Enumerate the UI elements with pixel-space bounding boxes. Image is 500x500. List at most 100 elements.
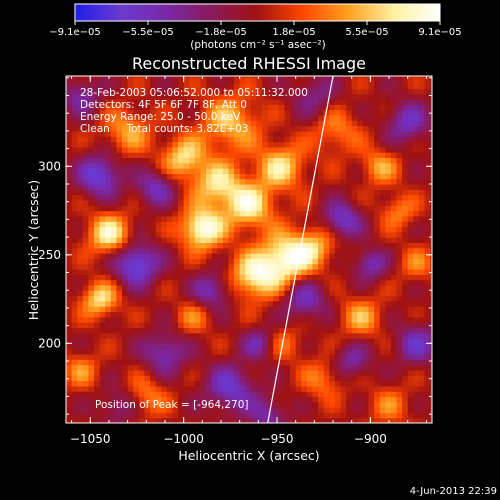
heatmap-cell [290, 401, 297, 408]
heatmap-cell [178, 412, 185, 419]
heatmap-cell [396, 242, 403, 249]
heatmap-cell [234, 369, 241, 376]
heatmap-cell [284, 300, 291, 307]
heatmap-cell [127, 162, 134, 169]
heatmap-cell [318, 353, 325, 360]
heatmap-cell [105, 194, 112, 201]
heatmap-cell [172, 120, 179, 127]
heatmap-cell [183, 258, 190, 265]
heatmap-cell [290, 114, 297, 121]
heatmap-cell [413, 300, 420, 307]
heatmap-cell [385, 231, 392, 238]
heatmap-cell [374, 88, 381, 95]
heatmap-cell [245, 178, 252, 185]
heatmap-cell [278, 152, 286, 159]
heatmap-cell [413, 284, 420, 291]
heatmap-cell [228, 322, 235, 328]
heatmap-cell [105, 396, 112, 403]
heatmap-cell [334, 338, 342, 344]
heatmap-cell [194, 268, 202, 275]
heatmap-cell [99, 114, 106, 121]
heatmap-cell [368, 348, 375, 355]
heatmap-cell [262, 205, 269, 212]
heatmap-cell [200, 343, 207, 350]
heatmap-cell [295, 290, 302, 297]
heatmap-cell [200, 215, 207, 222]
heatmap-cell [116, 120, 123, 127]
heatmap-cell [357, 364, 364, 371]
heatmap-cell [424, 242, 431, 249]
heatmap-cell [413, 407, 420, 413]
heatmap-cell [407, 407, 414, 413]
heatmap-cell [312, 77, 319, 84]
heatmap-cell [295, 178, 302, 185]
heatmap-cell [228, 375, 235, 382]
heatmap-cell [250, 130, 258, 137]
heatmap-cell [312, 327, 319, 334]
heatmap-cell [200, 231, 207, 238]
heatmap-cell [105, 385, 112, 392]
heatmap-cell [396, 178, 403, 185]
heatmap-cell [172, 93, 179, 100]
heatmap-cell [144, 316, 151, 323]
heatmap-cell [379, 380, 386, 387]
heatmap-cell [150, 146, 157, 153]
heatmap-cell [424, 417, 431, 423]
heatmap-cell [334, 77, 342, 84]
heatmap-cell [144, 205, 151, 212]
heatmap-cell [138, 253, 146, 259]
heatmap-cell [357, 375, 364, 382]
heatmap-cell [133, 199, 140, 206]
heatmap-cell [306, 199, 314, 206]
heatmap-cell [424, 157, 431, 164]
heatmap-cell [88, 114, 95, 121]
heatmap-cell [183, 412, 190, 419]
heatmap-cell [194, 359, 202, 366]
heatmap-cell [301, 263, 308, 270]
heatmap-cell [250, 221, 258, 228]
heatmap-cell [88, 215, 95, 222]
heatmap-cell [200, 247, 207, 254]
heatmap-cell [88, 348, 95, 355]
heatmap-cell [194, 120, 202, 127]
heatmap-cell [71, 353, 78, 360]
heatmap-cell [105, 173, 112, 180]
heatmap-cell [250, 311, 258, 318]
heatmap-cell [396, 263, 403, 270]
heatmap-cell [122, 279, 129, 286]
heatmap-cell [71, 130, 78, 137]
heatmap-cell [413, 99, 420, 105]
heatmap-cell [105, 226, 112, 233]
heatmap-cell [250, 104, 258, 111]
heatmap-cell [133, 76, 140, 79]
heatmap-cell [88, 316, 95, 323]
heatmap-cell [424, 120, 431, 127]
heatmap-cell [379, 173, 386, 180]
heatmap-cell [430, 353, 432, 360]
heatmap-cell [262, 76, 269, 79]
heatmap-cell [430, 146, 432, 153]
heatmap-cell [424, 322, 431, 328]
heatmap-cell [245, 369, 252, 376]
heatmap-cell [211, 157, 218, 164]
heatmap-cell [155, 125, 162, 132]
heatmap-cell [362, 268, 370, 275]
heatmap-cell [351, 183, 358, 190]
heatmap-cell [323, 279, 330, 286]
heatmap-cell [273, 221, 280, 228]
heatmap-cell [206, 375, 213, 382]
heatmap-cell [407, 258, 414, 265]
heatmap-cell [301, 130, 308, 137]
heatmap-cell [194, 205, 202, 212]
heatmap-cell [77, 274, 84, 281]
heatmap-cell [150, 279, 157, 286]
heatmap-cell [94, 412, 101, 419]
heatmap-cell [357, 407, 364, 413]
heatmap-cell [351, 109, 358, 116]
heatmap-cell [295, 327, 302, 334]
heatmap-cell [273, 407, 280, 413]
heatmap-cell [379, 83, 386, 89]
heatmap-cell [346, 353, 353, 360]
heatmap-cell [77, 130, 84, 137]
heatmap-cell [217, 109, 224, 116]
